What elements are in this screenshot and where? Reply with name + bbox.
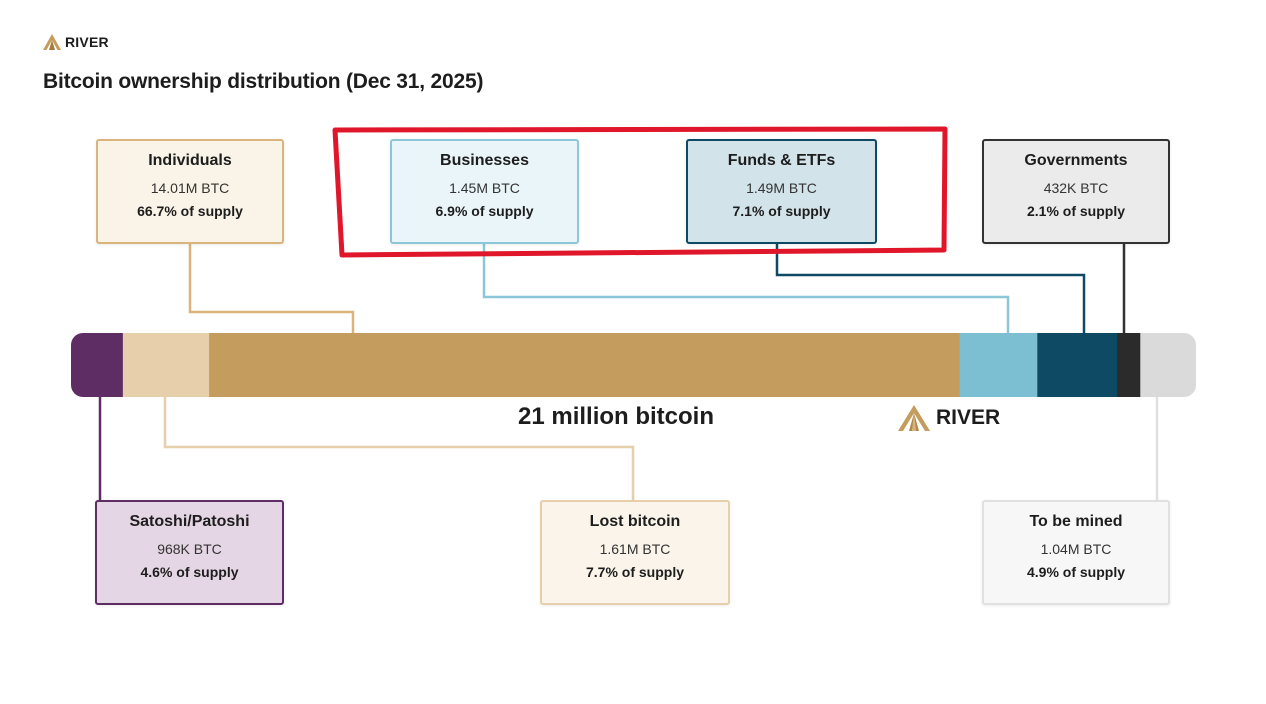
bar-segment-to-be-mined xyxy=(1140,333,1196,397)
river-watermark-icon xyxy=(898,405,930,431)
bar-segment-governments xyxy=(1117,333,1141,397)
card-btc-amount: 1.61M BTC xyxy=(599,541,671,557)
card-title: Governments xyxy=(1024,152,1128,169)
card-btc-amount: 432K BTC xyxy=(1043,180,1109,196)
card-governments: Governments 432K BTC 2.1% of supply xyxy=(982,139,1170,244)
card-title: Lost bitcoin xyxy=(589,513,681,530)
card-supply-share: 7.7% of supply xyxy=(585,564,685,580)
card-satoshi-patoshi: Satoshi/Patoshi 968K BTC 4.6% of supply xyxy=(95,500,284,605)
brand-name: RIVER xyxy=(65,34,109,50)
bar-segment-funds-etfs xyxy=(1037,333,1118,397)
card-btc-amount: 1.45M BTC xyxy=(449,180,520,196)
connector-funds-etfs xyxy=(775,244,1086,333)
card-individuals: Individuals 14.01M BTC 66.7% of supply xyxy=(96,139,284,244)
card-supply-share: 4.6% of supply xyxy=(140,564,239,580)
card-btc-amount: 1.49M BTC xyxy=(746,180,817,196)
card-title: Businesses xyxy=(440,152,529,169)
card-title: Funds & ETFs xyxy=(727,152,836,169)
connector-individuals xyxy=(188,244,355,333)
highlight-box xyxy=(332,126,948,258)
river-watermark: RIVER xyxy=(898,405,1000,431)
brand-logo: RIVER xyxy=(43,34,109,50)
card-btc-amount: 14.01M BTC xyxy=(150,180,230,196)
river-logo-icon xyxy=(43,34,61,50)
card-lost-bitcoin: Lost bitcoin 1.61M BTC 7.7% of supply xyxy=(540,500,730,605)
bar-segment-businesses xyxy=(959,333,1038,397)
connector-businesses xyxy=(482,244,1010,333)
card-funds-etfs: Funds & ETFs 1.49M BTC 7.1% of supply xyxy=(686,139,877,244)
card-supply-share: 4.9% of supply xyxy=(1026,564,1126,580)
card-btc-amount: 968K BTC xyxy=(157,541,222,557)
card-supply-share: 7.1% of supply xyxy=(732,203,831,219)
river-watermark-text: RIVER xyxy=(936,406,1001,429)
page-title: Bitcoin ownership distribution (Dec 31, … xyxy=(43,70,484,93)
bar-segment-individuals xyxy=(209,333,961,397)
card-supply-share: 2.1% of supply xyxy=(1026,203,1126,219)
total-supply-label: 21 million bitcoin xyxy=(517,403,715,430)
card-title: To be mined xyxy=(1029,513,1123,530)
card-businesses: Businesses 1.45M BTC 6.9% of supply xyxy=(390,139,579,244)
card-title: Individuals xyxy=(148,152,232,169)
card-title: Satoshi/Patoshi xyxy=(129,513,250,530)
card-to-be-mined: To be mined 1.04M BTC 4.9% of supply xyxy=(982,500,1170,605)
card-btc-amount: 1.04M BTC xyxy=(1040,541,1112,557)
bar-segment-satoshi-patoshi xyxy=(71,333,124,397)
bar-segment-lost-bitcoin xyxy=(122,333,210,397)
card-supply-share: 6.9% of supply xyxy=(435,203,534,219)
card-supply-share: 66.7% of supply xyxy=(137,203,243,219)
connector-lost-bitcoin xyxy=(163,397,635,500)
